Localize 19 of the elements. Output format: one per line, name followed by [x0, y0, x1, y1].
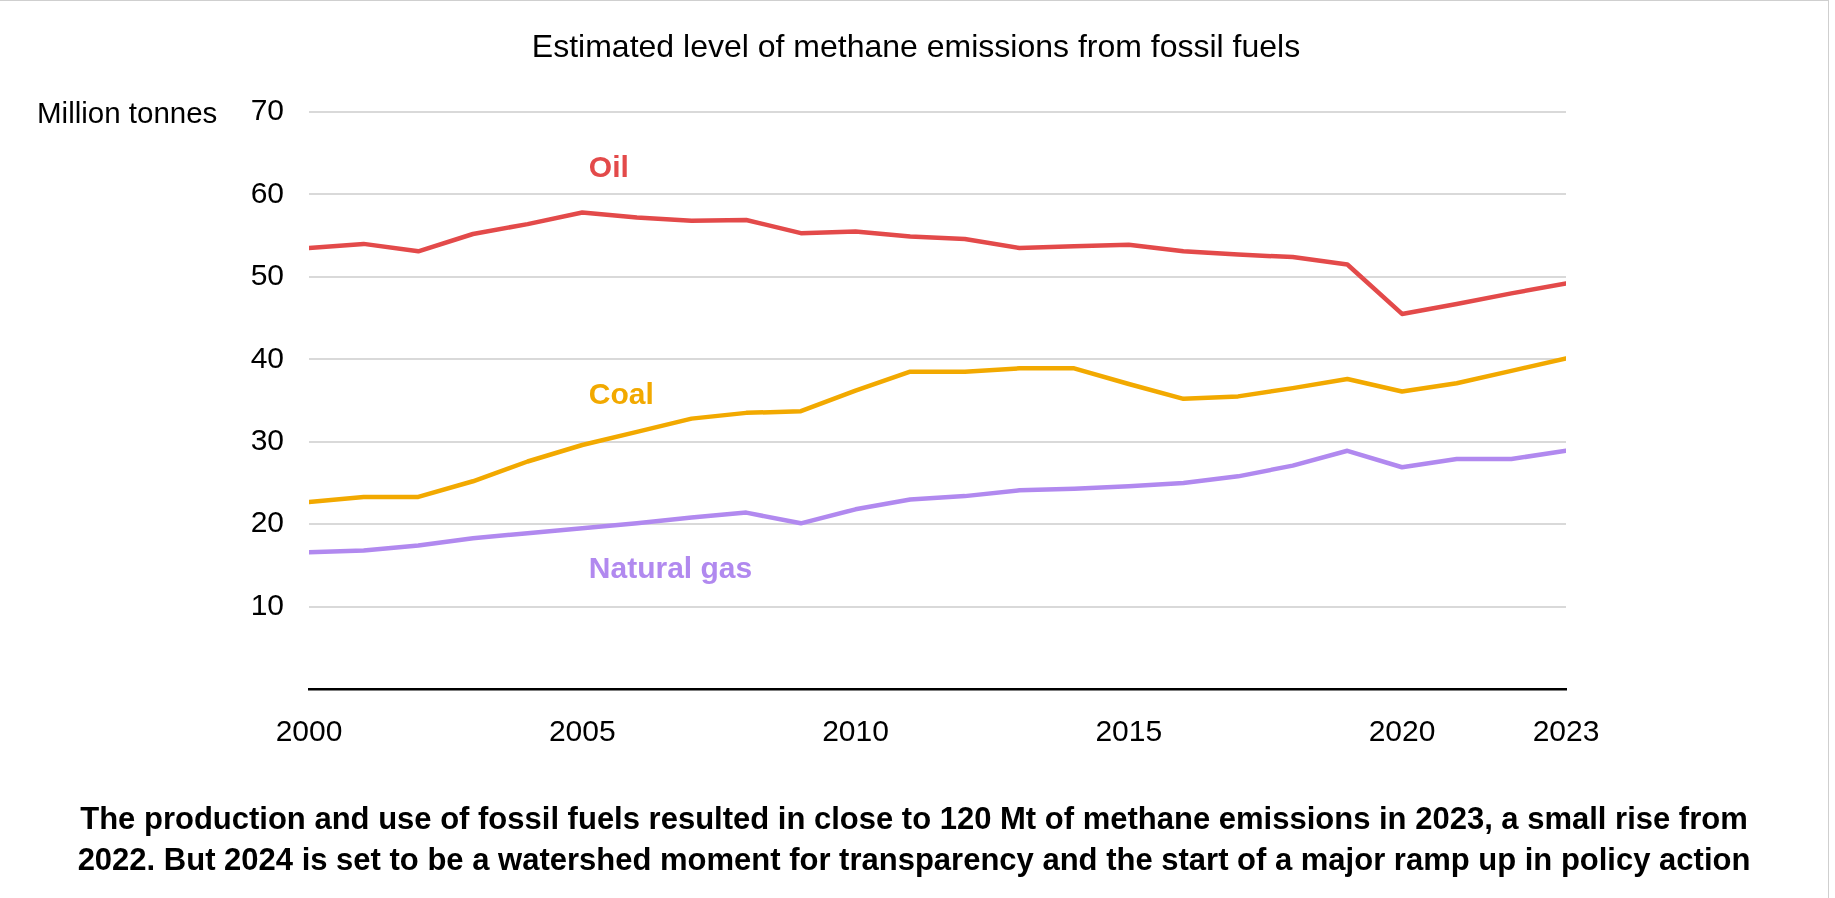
x-tick-label: 2023 — [1532, 714, 1600, 748]
series-label: Natural gas — [588, 551, 753, 585]
series-label: Oil — [588, 150, 629, 184]
y-axis-title: Million tonnes — [37, 96, 218, 130]
y-tick-label: 40 — [250, 340, 284, 374]
y-tick-label: 30 — [250, 422, 284, 456]
y-tick-label: 10 — [250, 587, 284, 621]
x-tick-label: 2020 — [1368, 714, 1436, 748]
x-tick-label: 2015 — [1095, 714, 1163, 748]
y-tick-label: 60 — [250, 175, 284, 209]
text: The production and use of fossil fuels resulted in close to 120 Mt of methane emissions in 2023, a small rise from 2022. But 2024 is set to be a watershed moment for transparency and the start of a major ramp up in policy action — [76, 800, 1752, 879]
series-label: Coal — [588, 377, 654, 411]
x-tick-label: 2010 — [822, 714, 889, 748]
chart-title: Estimated level of methane emissions from fossil fuels — [531, 27, 1301, 64]
x-tick-label: 2000 — [275, 714, 343, 748]
x-tick-label: 2005 — [548, 714, 616, 748]
y-tick-label: 70 — [250, 93, 284, 127]
y-tick-label: 20 — [250, 505, 284, 539]
y-tick-label: 50 — [250, 258, 284, 292]
